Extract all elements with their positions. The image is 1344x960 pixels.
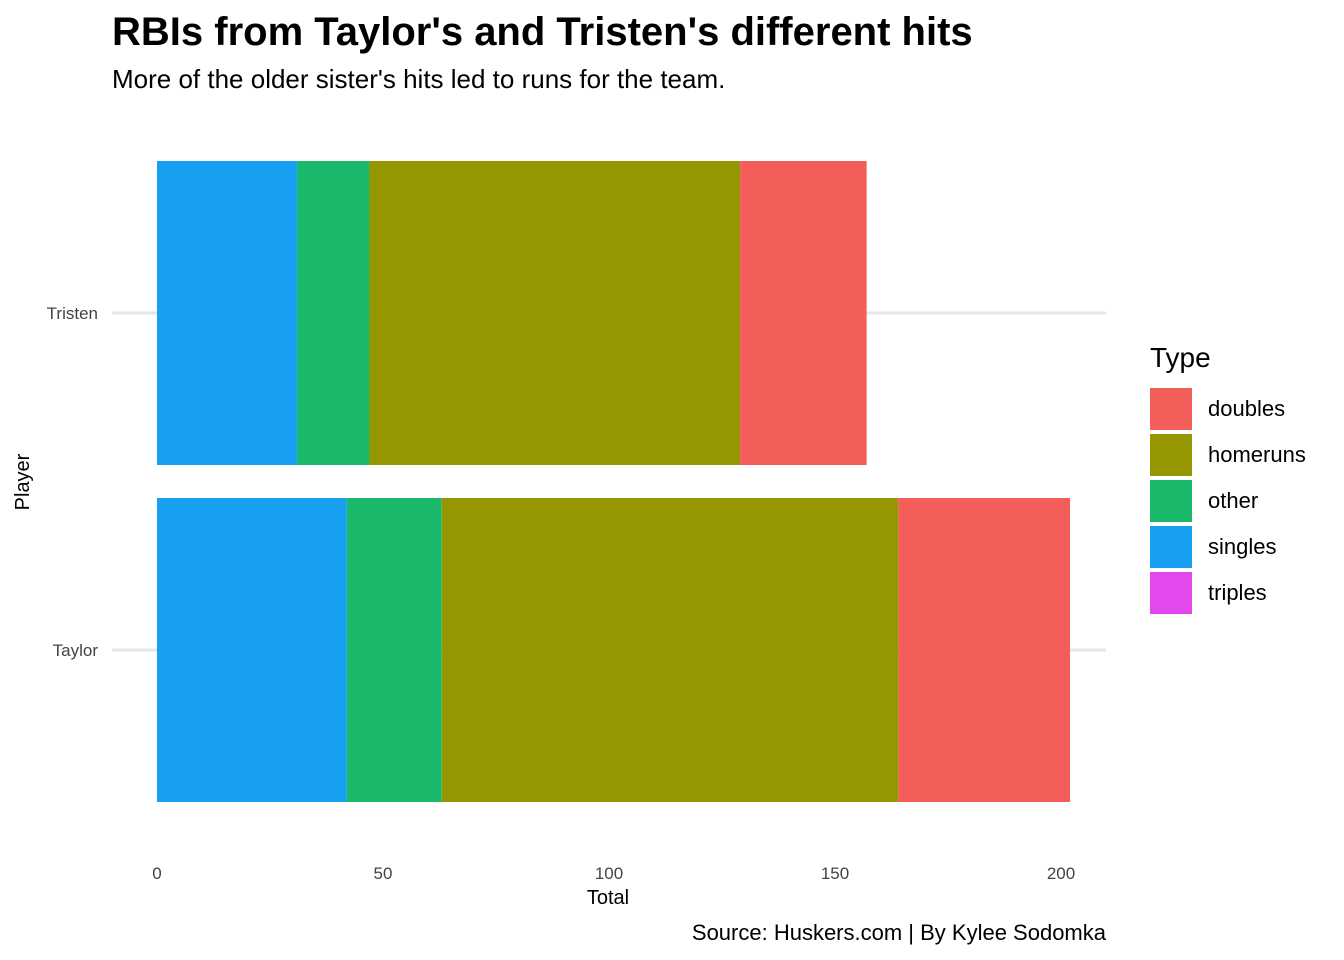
x-tick-label-100: 100	[595, 864, 623, 883]
legend-key-other	[1150, 480, 1192, 522]
legend-label-singles: singles	[1208, 534, 1277, 559]
chart-title: RBIs from Taylor's and Tristen's differe…	[112, 10, 973, 54]
bar-tristen-doubles	[740, 161, 867, 465]
legend-items: doubles homeruns other singles triples	[1150, 386, 1306, 616]
legend-key-homeruns	[1150, 434, 1192, 476]
legend: Type doubles homeruns other singles triples	[1150, 342, 1306, 616]
bar-taylor-doubles	[898, 498, 1071, 802]
legend-item-other: other	[1150, 478, 1306, 524]
y-tick-label-tristen: Tristen	[47, 304, 98, 323]
y-axis-title: Player	[12, 453, 34, 510]
bar-tristen-other	[297, 161, 370, 465]
x-tick-label-0: 0	[152, 864, 161, 883]
legend-item-triples: triples	[1150, 570, 1306, 616]
bar-taylor-singles	[157, 498, 347, 802]
x-axis-ticks: 0 50 100 150 200	[152, 864, 1075, 883]
y-axis-ticks: Taylor Tristen	[47, 304, 99, 660]
bar-tristen-homeruns	[369, 161, 741, 465]
legend-label-other: other	[1208, 488, 1259, 513]
bar-taylor-other	[346, 498, 442, 802]
legend-key-doubles	[1150, 388, 1192, 430]
legend-key-singles	[1150, 526, 1192, 568]
legend-item-doubles: doubles	[1150, 386, 1306, 432]
bar-taylor-homeruns	[441, 498, 899, 802]
legend-label-triples: triples	[1208, 580, 1267, 605]
legend-title: Type	[1150, 342, 1211, 373]
x-tick-label-50: 50	[374, 864, 393, 883]
y-tick-label-taylor: Taylor	[53, 641, 99, 660]
x-tick-label-200: 200	[1047, 864, 1075, 883]
x-tick-label-150: 150	[821, 864, 849, 883]
bar-tristen-singles	[157, 161, 298, 465]
legend-key-triples	[1150, 572, 1192, 614]
legend-label-doubles: doubles	[1208, 396, 1286, 421]
x-axis-title: Total	[587, 887, 629, 909]
legend-item-homeruns: homeruns	[1150, 432, 1306, 478]
chart-subtitle: More of the older sister's hits led to r…	[112, 64, 726, 94]
source-caption: Source: Huskers.com | By Kylee Sodomka	[691, 920, 1106, 945]
legend-label-homeruns: homeruns	[1208, 442, 1306, 467]
legend-item-singles: singles	[1150, 524, 1306, 570]
bars	[157, 161, 1071, 802]
